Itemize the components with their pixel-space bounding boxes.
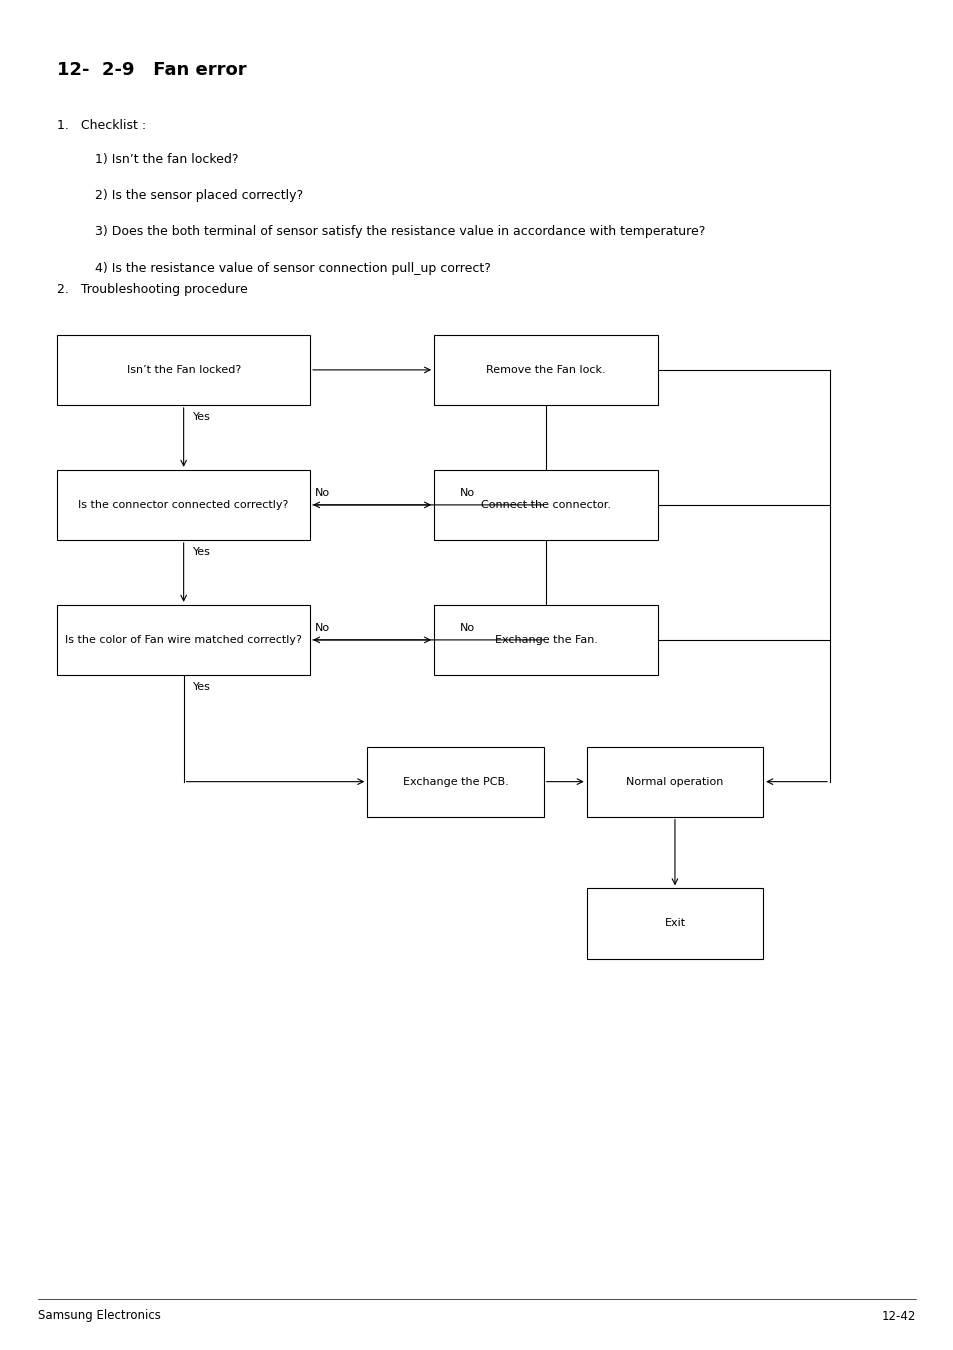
Text: No: No (314, 489, 330, 498)
Text: Remove the Fan lock.: Remove the Fan lock. (486, 364, 605, 375)
Text: No: No (460, 489, 475, 498)
Text: Exit: Exit (663, 918, 685, 929)
Text: Yes: Yes (193, 682, 211, 691)
Text: 2.   Troubleshooting procedure: 2. Troubleshooting procedure (57, 284, 248, 297)
Text: Yes: Yes (193, 547, 211, 556)
Text: No: No (314, 624, 330, 633)
Text: Connect the connector.: Connect the connector. (480, 500, 611, 510)
Text: Isn’t the Fan locked?: Isn’t the Fan locked? (127, 364, 240, 375)
Text: 2) Is the sensor placed correctly?: 2) Is the sensor placed correctly? (95, 189, 303, 202)
Text: 12-42: 12-42 (881, 1310, 915, 1323)
Text: Is the color of Fan wire matched correctly?: Is the color of Fan wire matched correct… (65, 634, 302, 645)
FancyBboxPatch shape (586, 747, 762, 817)
Text: No: No (460, 624, 475, 633)
FancyBboxPatch shape (57, 605, 310, 675)
FancyBboxPatch shape (57, 470, 310, 540)
Text: 3) Does the both terminal of sensor satisfy the resistance value in accordance w: 3) Does the both terminal of sensor sati… (95, 225, 705, 239)
FancyBboxPatch shape (434, 335, 658, 405)
Text: Is the connector connected correctly?: Is the connector connected correctly? (78, 500, 289, 510)
Text: Samsung Electronics: Samsung Electronics (38, 1310, 161, 1323)
FancyBboxPatch shape (57, 335, 310, 405)
Text: Exchange the Fan.: Exchange the Fan. (495, 634, 597, 645)
FancyBboxPatch shape (434, 470, 658, 540)
Text: Exchange the PCB.: Exchange the PCB. (402, 776, 508, 787)
Text: Normal operation: Normal operation (625, 776, 723, 787)
FancyBboxPatch shape (434, 605, 658, 675)
FancyBboxPatch shape (367, 747, 543, 817)
Text: 4) Is the resistance value of sensor connection pull_up correct?: 4) Is the resistance value of sensor con… (95, 262, 491, 275)
Text: 1.   Checklist :: 1. Checklist : (57, 119, 146, 132)
FancyBboxPatch shape (586, 888, 762, 958)
Text: 1) Isn’t the fan locked?: 1) Isn’t the fan locked? (95, 153, 238, 166)
Text: 12-  2-9   Fan error: 12- 2-9 Fan error (57, 61, 247, 78)
Text: Yes: Yes (193, 412, 211, 421)
